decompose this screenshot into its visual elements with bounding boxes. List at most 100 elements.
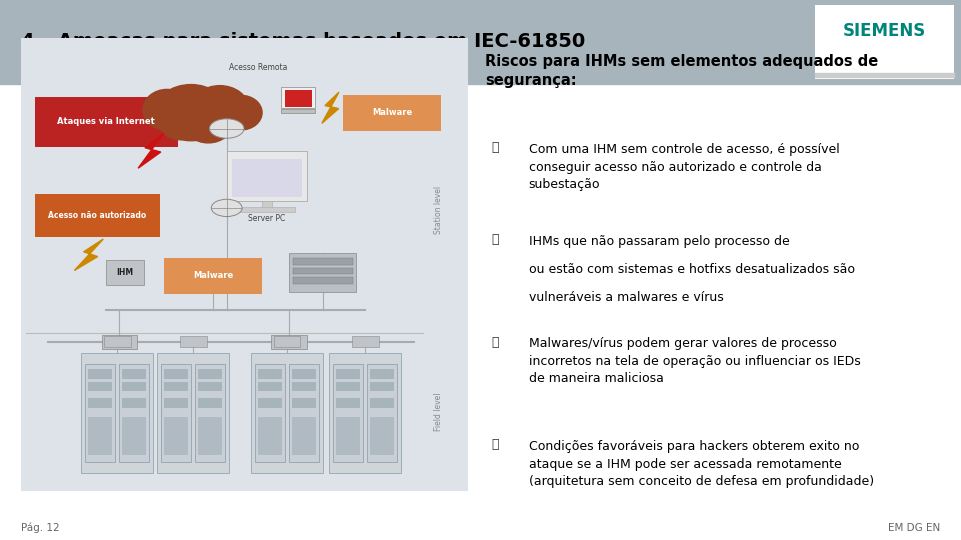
Bar (292, 277, 353, 284)
Bar (271, 335, 308, 348)
Text: SIEMENS: SIEMENS (843, 22, 926, 40)
Circle shape (211, 199, 242, 217)
Bar (289, 364, 319, 462)
Bar (258, 399, 282, 408)
Text: 4 – Ameaças para sistemas baseados em IEC-61850: 4 – Ameaças para sistemas baseados em IE… (21, 32, 585, 51)
Text: Com uma IHM sem controle de acesso, é possível
conseguir acesso não autorizado e: Com uma IHM sem controle de acesso, é po… (529, 143, 839, 191)
Ellipse shape (191, 86, 249, 131)
Bar (370, 382, 394, 392)
Bar (292, 399, 316, 408)
Bar (122, 417, 146, 455)
Ellipse shape (159, 102, 201, 140)
Text: EM DG EN: EM DG EN (888, 523, 940, 533)
Text: Condições favoráveis para hackers obterem exito no
ataque se a IHM pode ser aces: Condições favoráveis para hackers obtere… (529, 440, 874, 488)
Circle shape (209, 119, 244, 138)
Bar (106, 260, 144, 285)
Bar (282, 87, 315, 108)
Bar (284, 90, 311, 106)
Bar (343, 94, 441, 131)
Text: Riscos para IHMs sem elementos adequados de
segurança:: Riscos para IHMs sem elementos adequados… (485, 54, 878, 88)
Bar (180, 336, 207, 347)
Bar (195, 364, 226, 462)
Bar (292, 369, 316, 379)
Polygon shape (138, 133, 164, 168)
Ellipse shape (184, 102, 234, 143)
Bar (330, 353, 401, 473)
Bar (370, 417, 394, 455)
Bar (227, 151, 308, 201)
Text: Acesso não autorizado: Acesso não autorizado (48, 211, 146, 220)
Bar (35, 194, 160, 238)
Bar (164, 382, 188, 392)
Text: Station level: Station level (434, 186, 443, 234)
Bar (21, 38, 468, 491)
Ellipse shape (155, 85, 228, 141)
Bar (336, 417, 360, 455)
Bar (258, 417, 282, 455)
Bar (333, 364, 363, 462)
Text: Malware: Malware (372, 108, 412, 117)
Bar (258, 369, 282, 379)
Bar (370, 369, 394, 379)
Bar (198, 417, 222, 455)
Bar (258, 382, 282, 392)
Bar (104, 336, 131, 347)
Bar (282, 109, 315, 112)
Bar (158, 353, 229, 473)
Bar (352, 336, 379, 347)
Text: ⚿: ⚿ (491, 141, 499, 154)
Bar (164, 369, 188, 379)
Bar (122, 382, 146, 392)
Bar (336, 399, 360, 408)
Text: Server PC: Server PC (248, 214, 285, 223)
Bar (164, 399, 188, 408)
Bar (198, 369, 222, 379)
Bar (232, 159, 303, 198)
Bar (122, 399, 146, 408)
Ellipse shape (220, 96, 262, 130)
Bar (88, 417, 112, 455)
Text: ⚿: ⚿ (491, 438, 499, 451)
Bar (164, 258, 262, 294)
Text: Malwares/vírus podem gerar valores de processo
incorretos na tela de operação ou: Malwares/vírus podem gerar valores de pr… (529, 338, 860, 386)
Bar (35, 97, 178, 147)
Bar (88, 369, 112, 379)
Bar (122, 369, 146, 379)
Bar (336, 382, 360, 392)
Bar (161, 364, 191, 462)
Bar (292, 258, 353, 265)
Bar (289, 253, 357, 292)
Bar (85, 364, 115, 462)
Bar (164, 417, 188, 455)
Text: IHM: IHM (116, 268, 134, 277)
Bar (292, 417, 316, 455)
Bar (102, 335, 137, 348)
Bar (815, 5, 954, 79)
Bar (238, 206, 295, 212)
Text: ⚿: ⚿ (491, 233, 499, 246)
Text: IHMs que não passaram pelo processo de: IHMs que não passaram pelo processo de (529, 235, 793, 248)
Polygon shape (322, 92, 339, 123)
Bar (88, 382, 112, 392)
Bar (0, 0, 961, 84)
Bar (274, 336, 301, 347)
Bar (198, 399, 222, 408)
Bar (367, 364, 398, 462)
Text: Field level: Field level (434, 393, 443, 431)
Bar (370, 399, 394, 408)
Ellipse shape (143, 90, 191, 131)
Text: ⚿: ⚿ (491, 336, 499, 349)
Bar (198, 382, 222, 392)
Bar (292, 267, 353, 274)
Text: ou estão com sistemas e hotfixs desatualizados são: ou estão com sistemas e hotfixs desatual… (529, 263, 854, 276)
Bar (815, 73, 954, 77)
Bar (251, 353, 323, 473)
Text: Malware: Malware (193, 272, 234, 280)
Bar (336, 369, 360, 379)
Bar (82, 353, 153, 473)
Bar (88, 399, 112, 408)
Bar (262, 201, 272, 208)
Text: Pág. 12: Pág. 12 (21, 523, 60, 534)
Bar (119, 364, 149, 462)
Text: Acesso Remota: Acesso Remota (229, 63, 287, 72)
